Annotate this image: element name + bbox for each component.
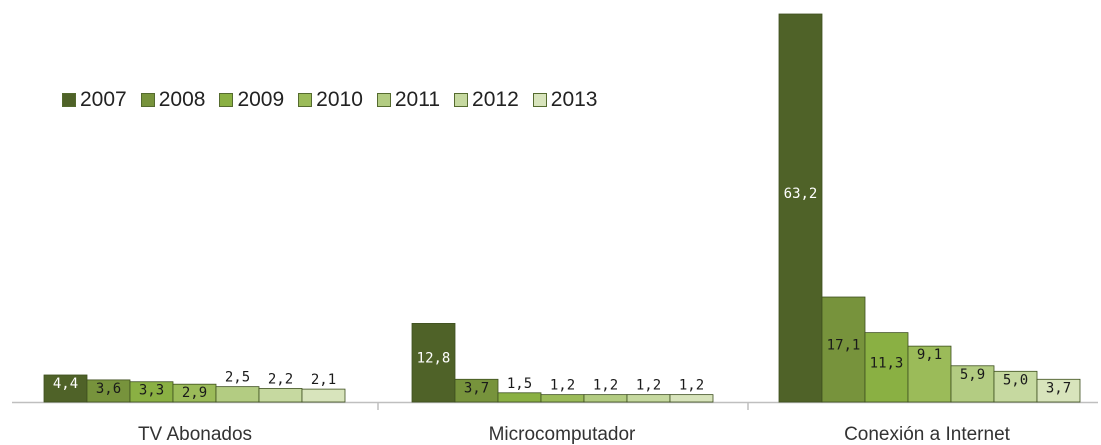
data-label: 11,3 — [870, 355, 904, 371]
bar-2011-0 — [215, 386, 260, 403]
data-label: 1,2 — [636, 378, 661, 394]
data-label: 63,2 — [784, 186, 818, 202]
legend-label: 2010 — [316, 88, 363, 111]
legend-swatch — [532, 93, 547, 107]
legend-item-2007: 2007 — [62, 88, 127, 112]
bar-2009-1 — [497, 392, 542, 403]
data-label: 1,5 — [507, 376, 532, 392]
legend-swatch — [376, 93, 391, 107]
bar-2012-1 — [626, 394, 671, 403]
bar-2008-2 — [821, 296, 866, 403]
legend-item-2011: 2011 — [376, 88, 441, 112]
bar-2012-2 — [993, 370, 1038, 403]
data-label: 3,7 — [1046, 380, 1071, 396]
legend-item-2008: 2008 — [140, 88, 206, 112]
data-label: 12,8 — [417, 351, 451, 367]
data-label: 2,2 — [268, 371, 293, 387]
legend-label: 2012 — [472, 88, 519, 111]
legend-label: 2011 — [394, 88, 441, 111]
data-label: 4,4 — [53, 376, 78, 392]
bar-2013-0 — [301, 388, 346, 403]
data-label: 1,2 — [679, 378, 704, 394]
category-label: Conexión a Internet — [844, 424, 1011, 445]
bar-2007-2 — [778, 13, 823, 403]
bar-2010-2 — [907, 345, 952, 403]
legend-label: 2007 — [80, 88, 127, 111]
legend-item-2013: 2013 — [532, 88, 598, 112]
bar-2013-2 — [1036, 378, 1081, 403]
bar-2007-0 — [43, 374, 88, 403]
category-label: TV Abonados — [138, 424, 252, 445]
legend-swatch — [62, 93, 76, 107]
legend-swatch — [140, 93, 155, 107]
data-label: 3,3 — [139, 383, 164, 399]
data-label: 5,9 — [960, 367, 985, 383]
legend-label: 2009 — [237, 88, 285, 111]
data-label: 1,2 — [593, 378, 618, 394]
legend-item-2009: 2009 — [219, 88, 284, 112]
legend-label: 2008 — [158, 88, 206, 111]
bar-2008-1 — [454, 378, 499, 403]
data-label: 2,5 — [225, 370, 250, 386]
legend-swatch — [454, 93, 469, 107]
bar-2011-1 — [583, 394, 628, 403]
bar-2011-2 — [950, 365, 995, 403]
data-label: 17,1 — [827, 338, 861, 354]
legend-swatch — [219, 93, 234, 107]
category-label: Microcomputador — [489, 424, 636, 445]
chart-legend: 2007 2008 2009 2010 2011 2012 2013 — [62, 88, 611, 112]
bar-2012-0 — [258, 388, 303, 403]
data-label: 5,0 — [1003, 372, 1028, 388]
legend-item-2012: 2012 — [454, 88, 519, 112]
legend-swatch — [298, 93, 313, 107]
data-label: 3,6 — [96, 381, 121, 397]
data-label: 1,2 — [550, 378, 575, 394]
bar-2013-1 — [669, 394, 714, 403]
bar-2007-1 — [411, 323, 456, 403]
data-label: 2,9 — [182, 385, 207, 401]
legend-item-2010: 2010 — [298, 88, 363, 112]
data-label: 9,1 — [917, 347, 942, 363]
data-label: 3,7 — [464, 380, 489, 396]
data-label: 2,1 — [311, 372, 336, 388]
bar-2010-1 — [540, 394, 585, 403]
legend-label: 2013 — [550, 88, 598, 111]
